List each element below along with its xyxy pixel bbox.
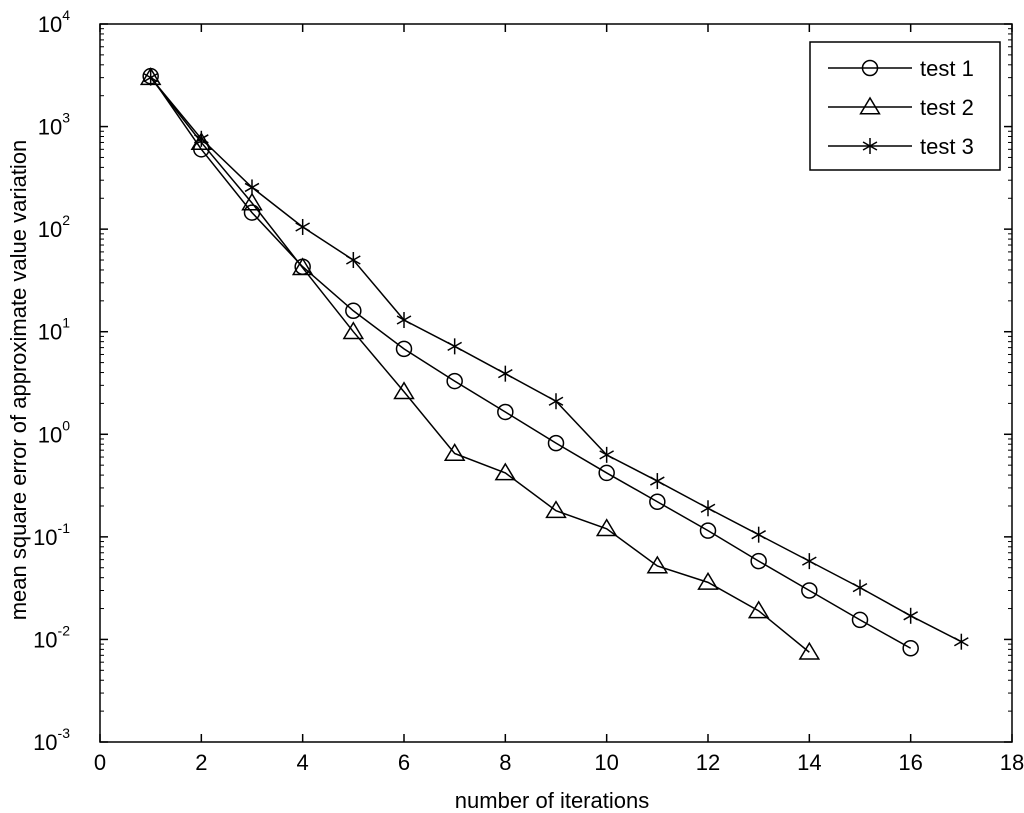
y-tick-label: 10-2 <box>33 622 70 652</box>
x-axis: 0 2 4 6 8 10 12 14 16 18 <box>94 24 1024 775</box>
legend: test 1 test 2 test 3 <box>809 41 1001 171</box>
y-tick-label: 104 <box>38 7 70 37</box>
data-point <box>903 607 919 624</box>
legend-box <box>809 41 1001 171</box>
data-point <box>699 522 717 539</box>
legend-marker <box>859 96 881 115</box>
x-tick-label: 8 <box>499 750 511 775</box>
data-point <box>345 302 362 320</box>
x-tick-label: 10 <box>594 750 618 775</box>
data-point <box>396 312 412 329</box>
data-point <box>751 526 767 543</box>
x-tick-label: 14 <box>797 750 821 775</box>
data-point <box>393 381 415 400</box>
x-tick-label: 4 <box>297 750 309 775</box>
data-point <box>649 473 665 490</box>
x-tick-label: 18 <box>1000 750 1024 775</box>
data-point <box>447 338 463 355</box>
legend-entry: test 2 <box>828 95 974 120</box>
data-point <box>595 518 618 537</box>
data-point <box>750 552 767 570</box>
data-point <box>646 555 669 574</box>
legend-entry: test 1 <box>828 56 974 81</box>
x-axis-label: number of iterations <box>455 788 649 813</box>
data-point <box>193 130 209 147</box>
series-line <box>150 77 810 653</box>
data-point <box>295 218 311 235</box>
data-point <box>291 257 314 276</box>
y-tick-label: 10-1 <box>33 520 70 550</box>
series-1 <box>142 67 919 657</box>
legend-label: test 3 <box>920 134 974 159</box>
data-point <box>548 393 564 410</box>
data-point <box>244 179 260 196</box>
data-point <box>697 571 719 590</box>
data-point <box>747 600 770 619</box>
data-point <box>497 365 513 382</box>
x-tick-label: 0 <box>94 750 106 775</box>
data-point <box>497 403 514 421</box>
data-point <box>494 462 517 481</box>
legend-marker <box>861 59 879 77</box>
x-tick-label: 6 <box>398 750 410 775</box>
series-3 <box>143 69 969 650</box>
x-tick-label: 2 <box>195 750 207 775</box>
legend-label: test 1 <box>920 56 974 81</box>
series-line <box>150 75 912 649</box>
data-point <box>798 641 821 660</box>
data-point <box>443 443 466 461</box>
y-axis-label: mean square error of approximate value v… <box>6 140 31 621</box>
data-point <box>649 493 666 510</box>
x-tick-label: 16 <box>898 750 922 775</box>
data-point <box>547 434 565 452</box>
data-point <box>598 464 615 482</box>
data-point <box>902 640 919 657</box>
y-tick-label: 101 <box>38 315 70 345</box>
y-axis: 10-3 10-2 10-1 100 101 102 103 104 <box>33 7 1012 755</box>
x-tick-label: 12 <box>696 750 720 775</box>
data-point <box>851 611 869 629</box>
data-point <box>801 553 817 570</box>
legend-entry: test 3 <box>828 134 974 159</box>
data-point <box>342 321 365 340</box>
data-point <box>852 579 868 596</box>
data-point <box>395 340 413 358</box>
series-layer <box>139 67 969 660</box>
data-point <box>700 500 716 517</box>
series-2 <box>139 67 821 660</box>
y-tick-label: 10-3 <box>33 725 70 755</box>
data-point <box>446 372 463 390</box>
data-point <box>345 252 361 269</box>
legend-label: test 2 <box>920 95 974 120</box>
data-point <box>545 500 567 519</box>
data-point <box>801 582 818 599</box>
data-point <box>599 446 615 463</box>
y-tick-label: 103 <box>38 110 70 140</box>
data-point <box>953 633 969 650</box>
data-point <box>241 192 263 211</box>
data-point <box>143 69 159 86</box>
y-tick-label: 100 <box>38 417 70 447</box>
legend-marker <box>862 138 878 154</box>
y-tick-label: 102 <box>38 212 70 242</box>
